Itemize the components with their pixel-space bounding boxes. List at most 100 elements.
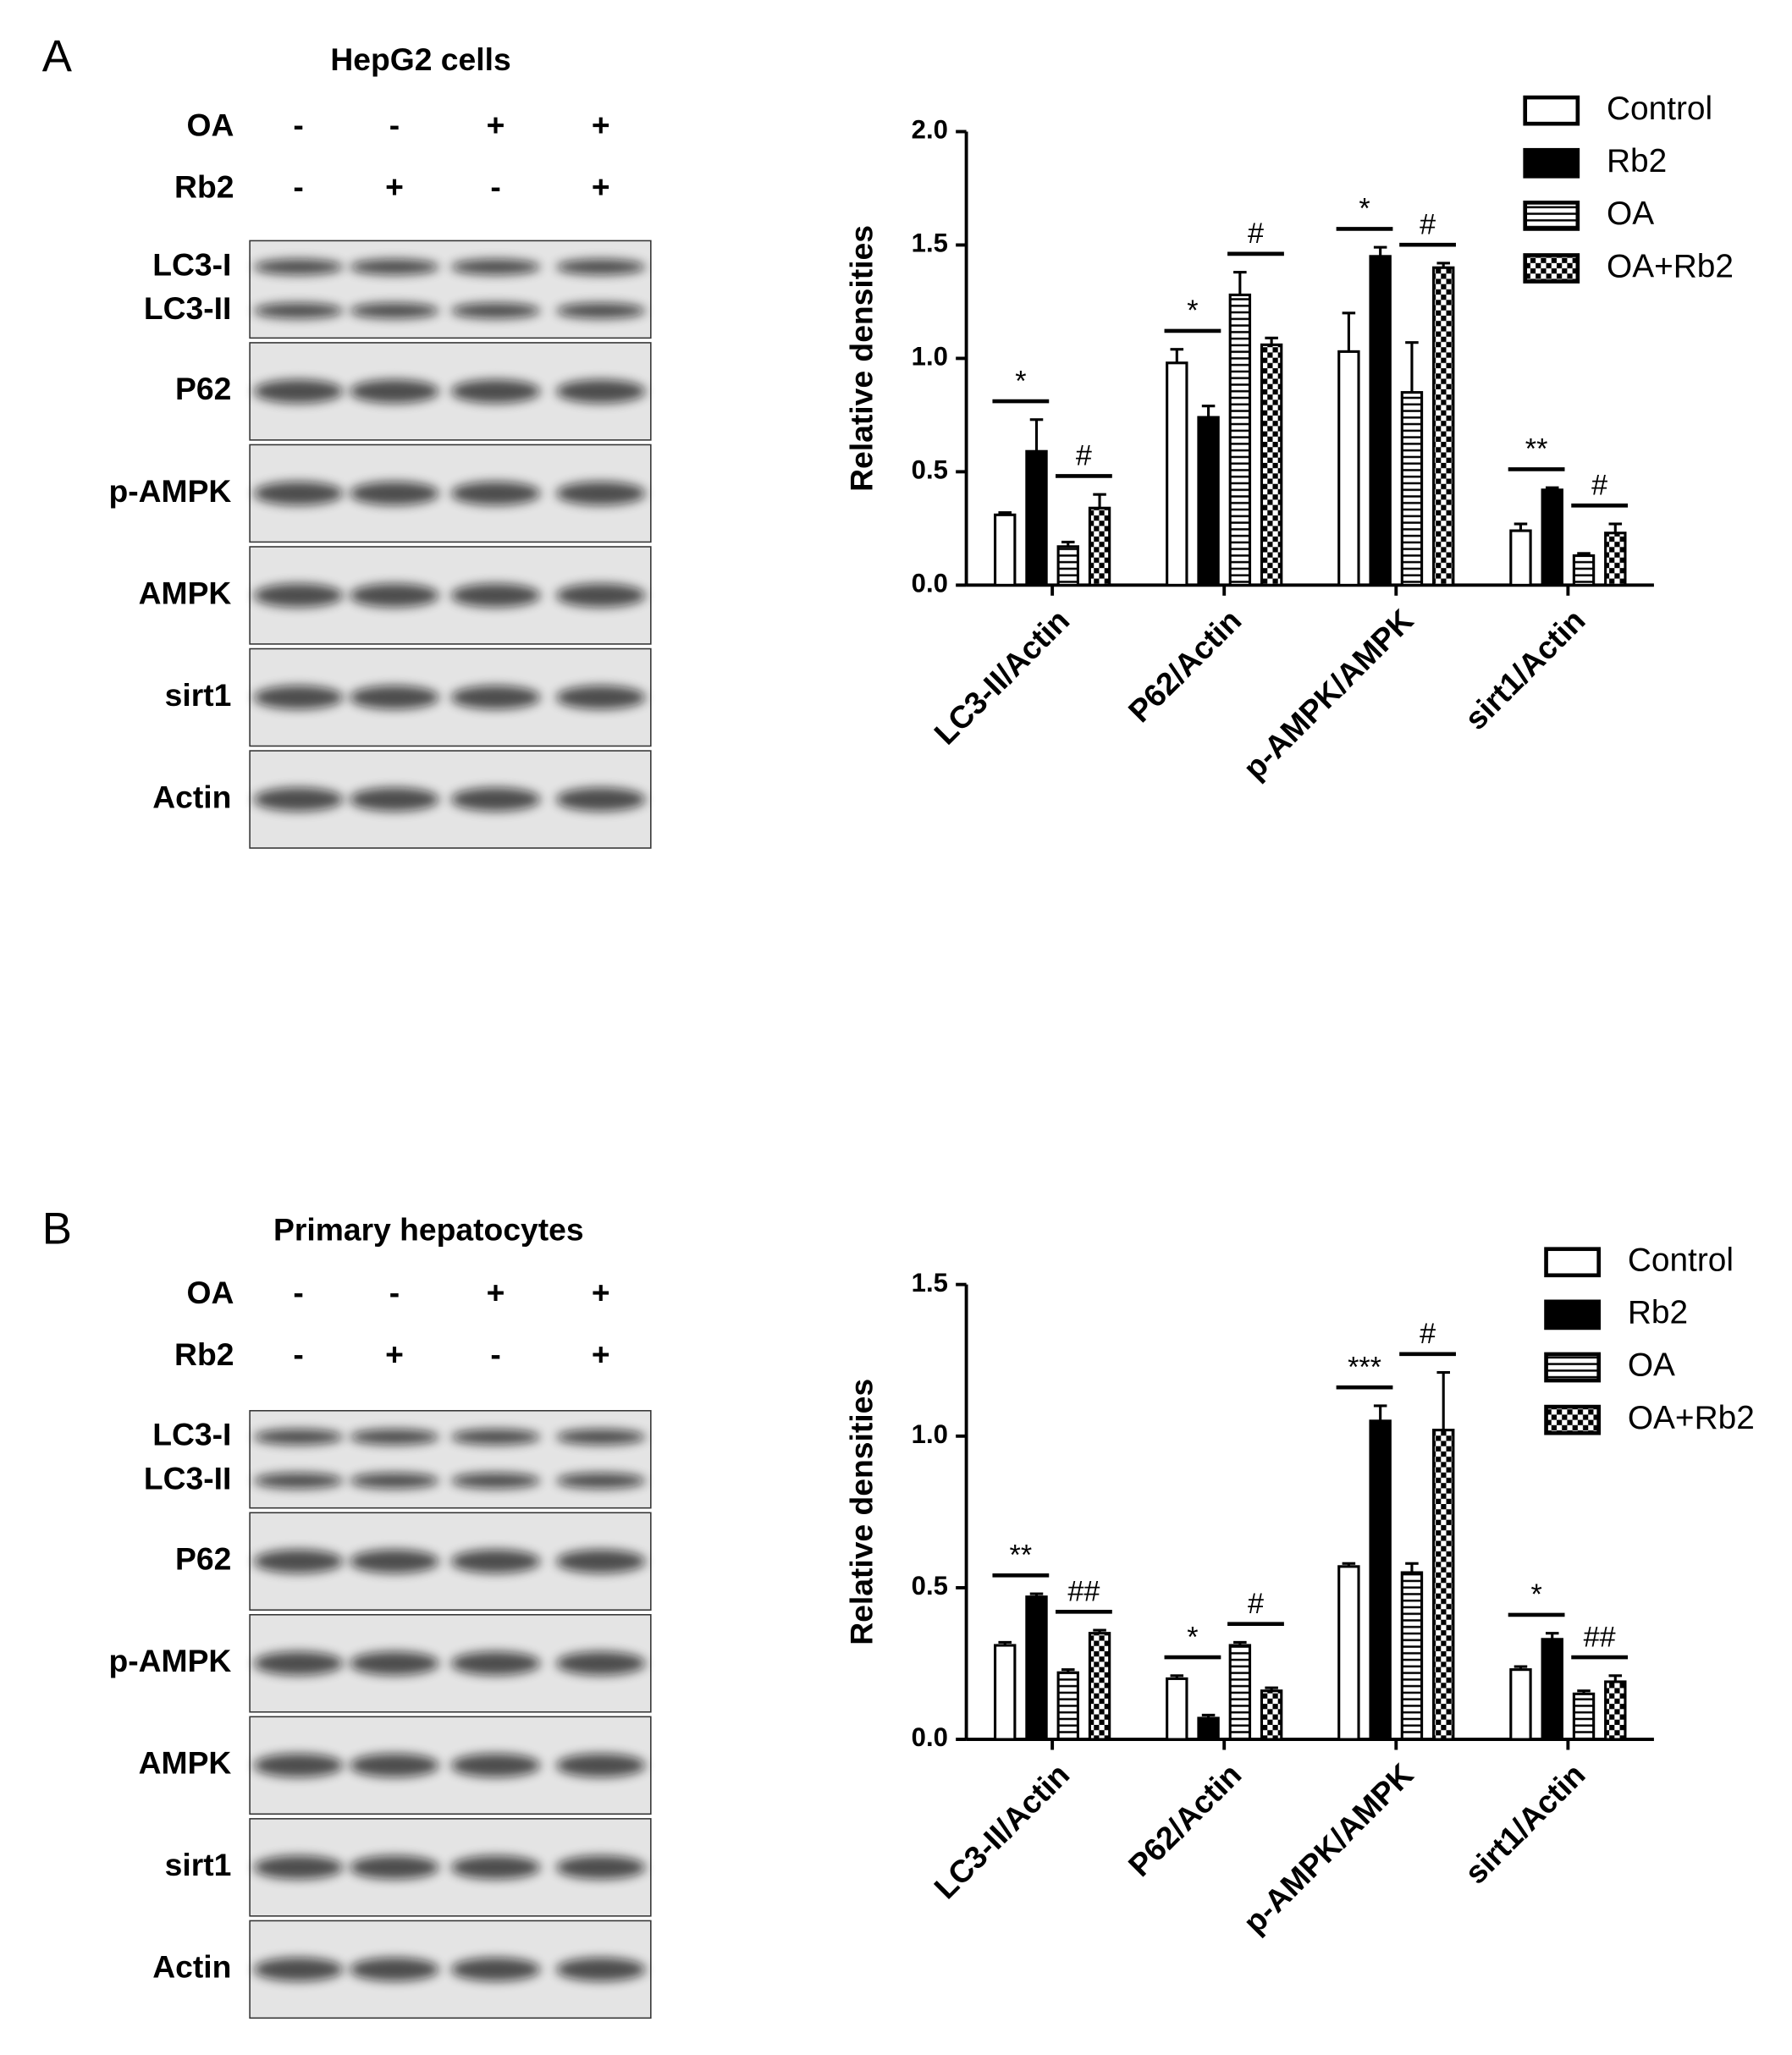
significance-label: * xyxy=(1359,193,1370,225)
band xyxy=(450,1651,541,1676)
band xyxy=(450,481,541,505)
significance-label: ** xyxy=(1010,1540,1033,1572)
significance-label: *** xyxy=(1348,1351,1381,1383)
treatment-sign: - xyxy=(389,1275,400,1310)
significance-label: # xyxy=(1248,1588,1264,1620)
band xyxy=(450,1753,541,1777)
treatment-label: Rb2 xyxy=(174,169,234,205)
band xyxy=(253,259,344,275)
band xyxy=(350,259,439,275)
significance-label: # xyxy=(1076,440,1092,472)
band xyxy=(350,302,439,319)
treatment-sign: - xyxy=(293,107,303,143)
legend-label: Rb2 xyxy=(1607,143,1667,179)
band xyxy=(350,481,439,505)
significance-label: * xyxy=(1187,295,1198,327)
band xyxy=(450,1549,541,1573)
band xyxy=(253,379,344,404)
treatment-sign: - xyxy=(293,169,303,205)
bar xyxy=(1432,1429,1455,1741)
band xyxy=(556,1855,646,1880)
x-tick-label: LC3-II/Actin xyxy=(927,603,1076,752)
bar xyxy=(994,1644,1017,1741)
treatment-sign: + xyxy=(487,1275,505,1310)
treatment-sign: - xyxy=(490,169,500,205)
bar xyxy=(1056,1671,1079,1741)
bar xyxy=(1260,1689,1283,1741)
band xyxy=(253,481,344,505)
band xyxy=(253,1473,344,1489)
treatment-label: Rb2 xyxy=(174,1336,234,1372)
band xyxy=(253,1549,344,1573)
x-tick-label: P62/Actin xyxy=(1122,1756,1249,1883)
band xyxy=(350,379,439,404)
band xyxy=(556,1429,646,1446)
bar xyxy=(1432,266,1455,587)
treatment-sign: - xyxy=(293,1275,303,1310)
significance-label: * xyxy=(1187,1621,1198,1653)
band xyxy=(450,1473,541,1489)
band xyxy=(253,787,344,812)
band-label: sirt1 xyxy=(165,1847,232,1882)
blot-title: HepG2 cells xyxy=(330,41,510,77)
significance-label: # xyxy=(1420,208,1436,240)
legend-swatch xyxy=(1544,1247,1602,1278)
y-tick-label: 0.5 xyxy=(912,455,948,485)
band xyxy=(556,379,646,404)
legend-label: Control xyxy=(1628,1242,1734,1278)
legend-swatch xyxy=(1523,201,1580,231)
significance-label: # xyxy=(1420,1318,1436,1350)
band xyxy=(253,1753,344,1777)
band xyxy=(350,1753,439,1777)
bar xyxy=(1228,293,1252,587)
significance-label: # xyxy=(1591,470,1607,502)
band-label: AMPK xyxy=(139,1745,232,1781)
band-label: LC3-II xyxy=(144,1460,232,1496)
bar xyxy=(1166,361,1188,587)
band-label: LC3-I xyxy=(152,246,231,282)
band xyxy=(350,1957,439,1981)
bar xyxy=(1604,532,1627,587)
legend-label: Control xyxy=(1607,91,1712,127)
x-tick-label: sirt1/Actin xyxy=(1458,603,1592,737)
band xyxy=(253,1957,344,1981)
band xyxy=(350,787,439,812)
treatment-label: OA xyxy=(187,107,234,143)
band-label: LC3-I xyxy=(152,1417,231,1452)
bar xyxy=(1166,1677,1188,1741)
band-label: Actin xyxy=(152,779,231,814)
legend-swatch xyxy=(1523,253,1580,284)
band-label: AMPK xyxy=(139,575,232,610)
band xyxy=(556,1957,646,1981)
band xyxy=(556,583,646,608)
band xyxy=(350,1473,439,1489)
x-tick-label: LC3-II/Actin xyxy=(927,1756,1076,1905)
treatment-sign: + xyxy=(487,107,505,143)
treatment-sign: - xyxy=(389,107,400,143)
y-tick-label: 0.5 xyxy=(912,1571,948,1600)
band xyxy=(450,379,541,404)
band-label: p-AMPK xyxy=(108,1643,231,1678)
band-label: p-AMPK xyxy=(108,473,231,509)
legend-label: OA xyxy=(1607,196,1654,232)
x-tick-label: p-AMPK/AMPK xyxy=(1236,1756,1420,1940)
bar xyxy=(1197,1716,1220,1741)
bar xyxy=(1509,529,1532,587)
band xyxy=(450,583,541,608)
y-axis-label: Relative densities xyxy=(843,1379,879,1645)
band xyxy=(253,1429,344,1446)
band xyxy=(350,1549,439,1573)
significance-label: ## xyxy=(1584,1621,1616,1653)
legend-swatch xyxy=(1523,95,1580,126)
legend-label: OA+Rb2 xyxy=(1628,1400,1755,1436)
significance-label: * xyxy=(1015,365,1026,397)
band-label: Actin xyxy=(152,1949,231,1985)
significance-label: ## xyxy=(1067,1576,1100,1608)
treatment-sign: + xyxy=(592,1336,610,1372)
band xyxy=(556,1549,646,1573)
band xyxy=(350,1651,439,1676)
band xyxy=(556,686,646,709)
band xyxy=(253,302,344,319)
band xyxy=(450,302,541,319)
